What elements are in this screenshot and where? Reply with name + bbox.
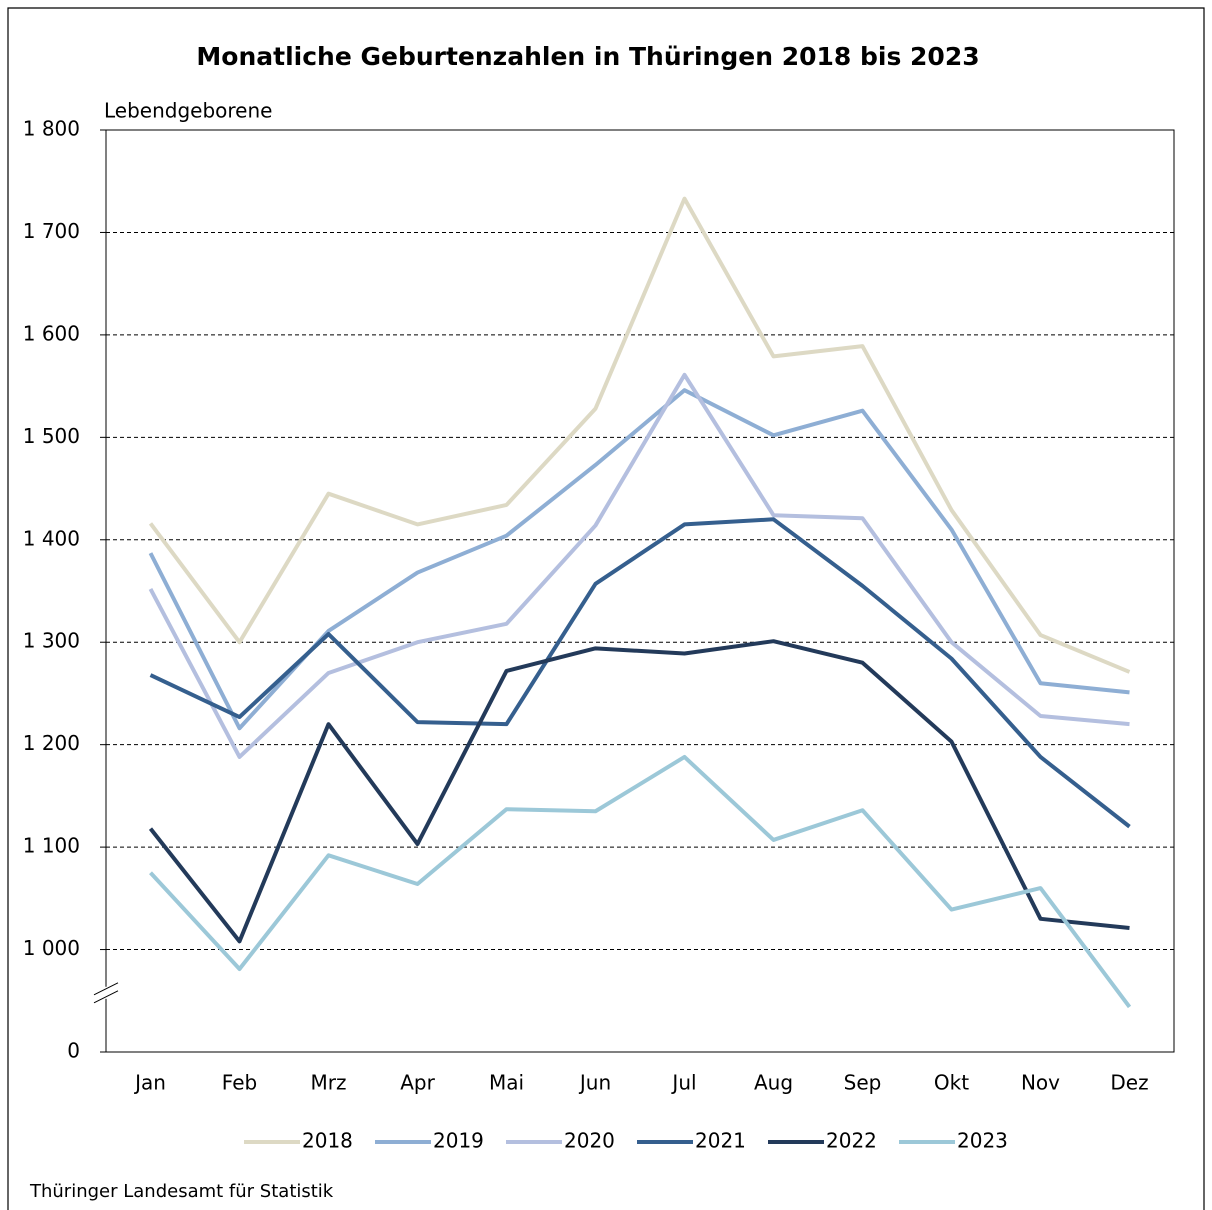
axis-break bbox=[93, 982, 119, 996]
legend-label: 2019 bbox=[433, 1129, 484, 1153]
y-tick-label: 1 200 bbox=[23, 731, 80, 755]
x-tick-label: Jun bbox=[578, 1071, 611, 1095]
x-tick-label: Dez bbox=[1110, 1071, 1148, 1095]
source: Thüringer Landesamt für Statistik bbox=[29, 1181, 334, 1202]
x-tick-label: Mrz bbox=[311, 1071, 347, 1095]
y-tick-label: 0 bbox=[67, 1039, 80, 1063]
axis-break-gap bbox=[94, 986, 118, 999]
y-tick-label: 1 800 bbox=[23, 117, 80, 141]
line-series bbox=[148, 388, 1130, 731]
line-series bbox=[149, 754, 1132, 1009]
y-tick-label: 1 400 bbox=[23, 526, 80, 550]
y-tick-label: 1 500 bbox=[23, 424, 80, 448]
x-tick-label: Jan bbox=[133, 1071, 166, 1095]
legend-label: 2023 bbox=[957, 1129, 1008, 1153]
x-tick-label: Sep bbox=[844, 1071, 882, 1095]
x-tick-label: Okt bbox=[934, 1071, 969, 1095]
line-series bbox=[148, 196, 1131, 674]
frame bbox=[7, 7, 1205, 1210]
legend-label: 2020 bbox=[564, 1129, 615, 1153]
y-tick-label: 1 000 bbox=[23, 936, 80, 960]
y-axis-label: Lebendgeborene bbox=[104, 99, 272, 123]
x-tick-label: Mai bbox=[489, 1071, 524, 1095]
line-series bbox=[148, 372, 1130, 759]
x-tick-label: Jul bbox=[670, 1071, 696, 1095]
legend-label: 2022 bbox=[826, 1129, 877, 1153]
chart-title: Monatliche Geburtenzahlen in Thüringen 2… bbox=[196, 42, 979, 71]
legend-label: 2018 bbox=[302, 1129, 353, 1153]
x-tick-label: Apr bbox=[400, 1071, 435, 1095]
y-tick-label: 1 100 bbox=[23, 834, 80, 858]
legend-label: 2021 bbox=[695, 1129, 746, 1153]
line-series bbox=[149, 517, 1131, 829]
y-tick-label: 1 300 bbox=[23, 629, 80, 653]
x-tick-label: Nov bbox=[1021, 1071, 1060, 1095]
x-tick-label: Aug bbox=[754, 1071, 793, 1095]
x-tick-label: Feb bbox=[222, 1071, 257, 1095]
y-tick-label: 1 700 bbox=[23, 219, 80, 243]
y-tick-label: 1 600 bbox=[23, 321, 80, 345]
plot-area bbox=[105, 129, 1175, 1053]
line-series bbox=[148, 639, 1130, 944]
axis-break bbox=[93, 990, 119, 1004]
